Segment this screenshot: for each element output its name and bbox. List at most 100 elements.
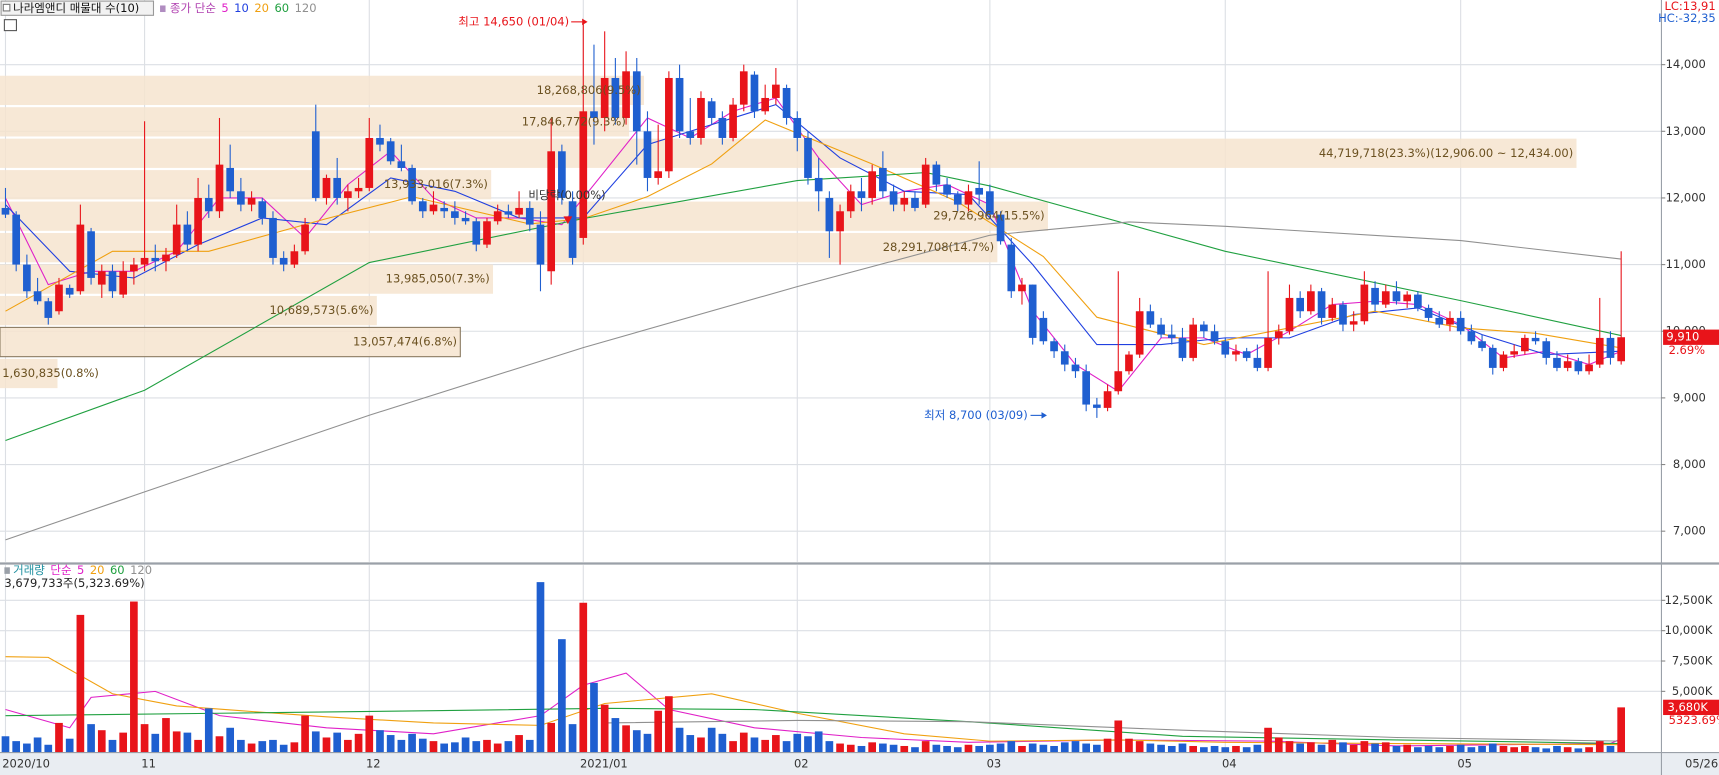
candle-body [622, 71, 630, 118]
y-tick-label: 13,000 [1666, 124, 1706, 138]
candle-body [600, 77, 609, 118]
ma-line [5, 221, 1622, 541]
volume-bar [12, 741, 21, 753]
candle-body [568, 201, 577, 258]
candle-body [1595, 337, 1604, 365]
candle-body [247, 197, 256, 205]
candle-body [472, 221, 481, 245]
ma-lines [4, 97, 1622, 747]
candle-body [1103, 391, 1112, 408]
zones [0, 75, 1577, 389]
y-tick-label: 12,000 [1666, 190, 1706, 204]
volume-bar [429, 741, 438, 753]
candle-body [311, 131, 320, 198]
candle-body [290, 251, 299, 265]
candle-body [1521, 337, 1529, 352]
candle-body [504, 211, 513, 215]
volume-bar [590, 682, 598, 753]
volume-bar [311, 731, 320, 753]
volume-bar [1274, 737, 1283, 753]
volume-bar [408, 733, 416, 753]
candle-body [23, 264, 31, 292]
volume-bar [1392, 745, 1401, 753]
candle-body [1189, 324, 1198, 358]
candle-body [1499, 354, 1508, 368]
last-volume-box [1663, 699, 1719, 716]
volume-bar [739, 732, 748, 753]
candle-body [996, 214, 1005, 242]
last-volume-change: 5323.69% [1669, 713, 1719, 727]
supply-zone [0, 201, 1048, 231]
volume-bar [1210, 745, 1219, 753]
candle-body [1242, 351, 1251, 358]
volume-bar [547, 722, 556, 753]
volume-bar [451, 742, 459, 753]
volume-bar [1585, 747, 1593, 753]
legend-item: 5 [77, 563, 84, 577]
legend-swatch [160, 5, 166, 13]
volume-bar [119, 732, 128, 753]
candle-body [536, 224, 545, 265]
volume-bar [632, 730, 641, 753]
volume-bar [1339, 742, 1347, 753]
candle-body [1510, 351, 1519, 355]
candle-body [857, 191, 866, 198]
candle-body [1317, 291, 1326, 318]
candle-body [911, 197, 919, 208]
zone-label: 29,726,964(15.5%) [933, 209, 1044, 223]
volume-bar [23, 743, 31, 753]
candle-body [1071, 364, 1080, 372]
volume-bar [600, 704, 609, 753]
zone-label: 13,933,016(7.3%) [384, 177, 488, 191]
volume-bar [1478, 745, 1486, 753]
x-tick-label: 02 [794, 757, 809, 771]
volume-bar [1510, 747, 1519, 753]
title-box[interactable] [0, 0, 155, 16]
candle-body [1478, 341, 1486, 348]
volume-bar [1435, 747, 1444, 753]
volume-bar [1606, 745, 1615, 753]
candle-body [1253, 357, 1262, 368]
zone-label: 13,057,474(6.8%) [353, 335, 457, 349]
zone-label: 10,689,573(5.6%) [269, 303, 373, 317]
high-annotation: 최고 14,650 (01/04) [458, 14, 569, 28]
candle-body [665, 77, 673, 172]
volume-bar [932, 744, 941, 753]
table-icon[interactable] [3, 19, 17, 32]
volume-bar [525, 739, 534, 753]
low-annotation: 최저 8,700 (03/09) [924, 408, 1028, 422]
candle-body [782, 87, 791, 118]
legend-item: 10 [234, 1, 249, 15]
volume-bar [472, 741, 481, 753]
candle-body [322, 177, 331, 198]
volume-bar [697, 737, 705, 753]
candle-body [986, 191, 994, 215]
supply-zone [0, 358, 58, 389]
y-tick-label: 7,000 [1673, 524, 1706, 538]
volume-bar [611, 718, 620, 753]
candle-body [632, 71, 641, 132]
volume-bar [654, 710, 663, 753]
volume-bar [65, 738, 74, 753]
volume-bar [504, 741, 513, 753]
candle-body [1264, 337, 1272, 368]
x-tick-label: 04 [1222, 757, 1237, 771]
candle-body [162, 254, 170, 262]
zone-label: 17,846,772(9.3%) [522, 114, 626, 128]
low-arrow-head [1041, 412, 1047, 419]
candle-body [1467, 331, 1476, 342]
volume-bar [151, 733, 160, 753]
candle-body [675, 77, 684, 132]
volume-bar [1307, 742, 1315, 753]
zone-label: 28,291,708(14.7%) [883, 240, 994, 254]
volume-bar [440, 743, 449, 753]
candle-body [140, 257, 149, 265]
volume-bar [1349, 744, 1358, 753]
volume-bar [1135, 741, 1144, 753]
volume-bar [846, 744, 855, 753]
volume-bar [183, 732, 192, 753]
volume-bar [215, 736, 224, 753]
candle-body [237, 191, 245, 205]
candle-body [1125, 354, 1133, 372]
candle-body [1232, 351, 1240, 355]
